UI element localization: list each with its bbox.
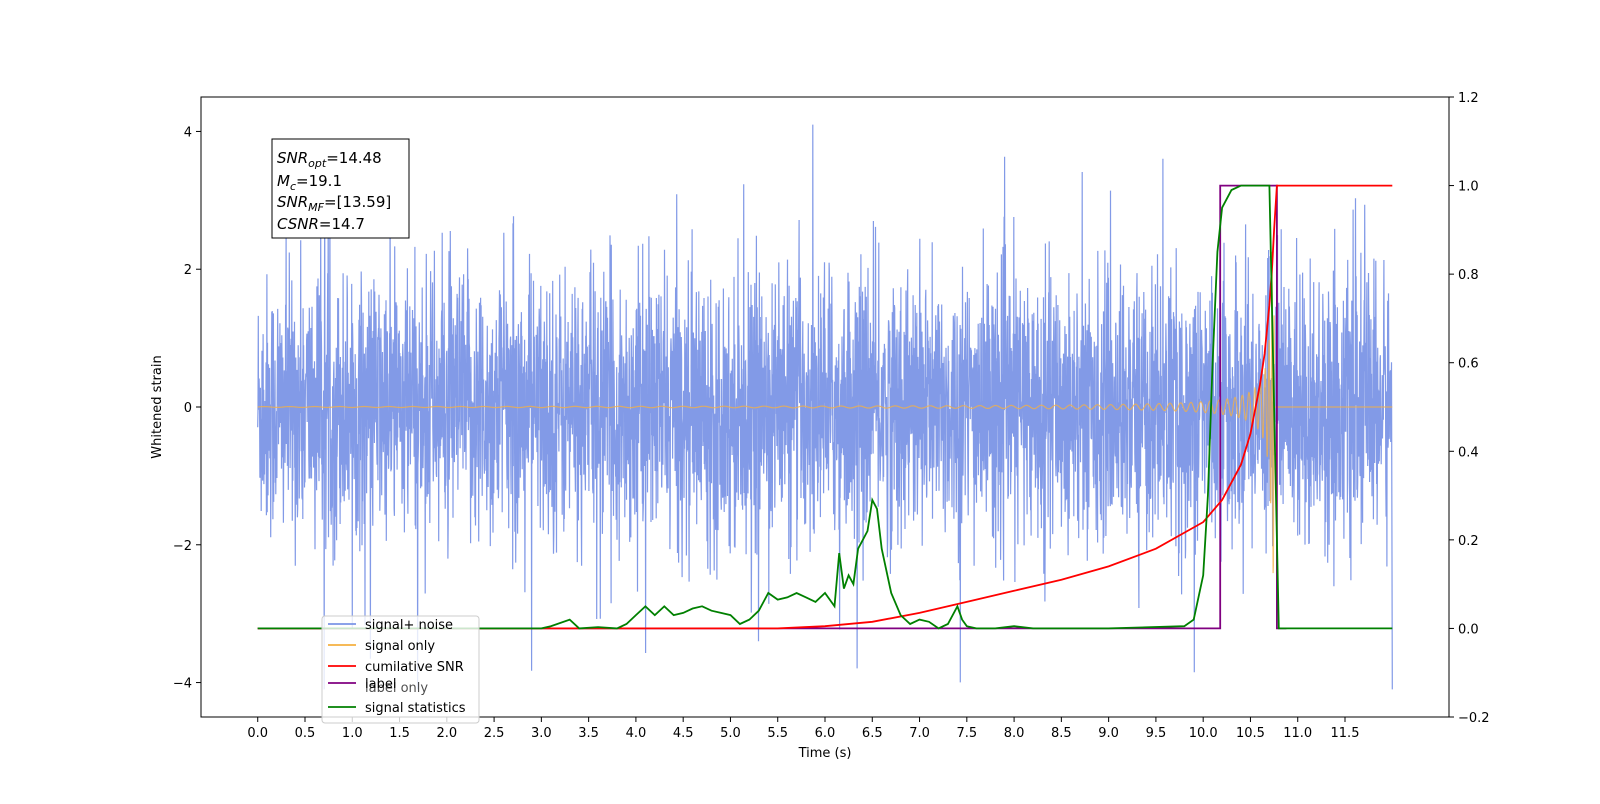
legend-label: signal+ noise <box>365 618 453 633</box>
x-tick-label: 7.5 <box>956 726 977 741</box>
x-tick-label: 9.0 <box>1098 726 1119 741</box>
x-tick-label: 2.0 <box>436 726 457 741</box>
x-tick-label: 6.0 <box>815 726 836 741</box>
series-layer <box>257 124 1393 690</box>
x-tick-label: 6.5 <box>862 726 883 741</box>
y-right-tick-label: 1.0 <box>1458 180 1479 195</box>
y-axis-label: Whitened strain <box>150 355 165 458</box>
x-tick-label: 1.5 <box>389 726 410 741</box>
x-tick-label: 0.0 <box>247 726 268 741</box>
x-tick-label: 0.5 <box>295 726 316 741</box>
series-signal-only <box>257 251 1393 574</box>
annotation-mc: Mc=19.1 <box>277 172 342 193</box>
x-tick-label: 5.0 <box>720 726 741 741</box>
legend-label: signal statistics <box>365 701 466 716</box>
x-tick-label: 11.0 <box>1283 726 1312 741</box>
y-tick-label: −2 <box>173 539 192 554</box>
x-tick-label: 11.5 <box>1331 726 1360 741</box>
y-right-tick-label: 0.8 <box>1458 268 1479 283</box>
y-tick-label: 0 <box>184 401 192 416</box>
x-tick-label: 2.5 <box>484 726 505 741</box>
series-signal-statistics <box>257 184 1393 630</box>
y-axis-left: −4 −2 0 2 4 <box>173 125 201 692</box>
x-tick-label: 3.5 <box>578 726 599 741</box>
x-tick-label: 10.5 <box>1236 726 1265 741</box>
series-cumulative-snr <box>257 184 1393 630</box>
x-tick-label: 5.5 <box>767 726 788 741</box>
y-right-tick-label: 0.2 <box>1458 534 1479 549</box>
y-tick-label: 4 <box>184 125 192 140</box>
annotation-csnr: CSNR=14.7 <box>277 215 365 233</box>
x-tick-label: 4.0 <box>626 726 647 741</box>
metrics-annotation: SNRopt=14.48 Mc=19.1 SNRMF=[13.59] CSNR=… <box>271 138 410 239</box>
x-tick-label: 7.0 <box>909 726 930 741</box>
annotation-box <box>271 138 410 239</box>
y-right-tick-label: 1.2 <box>1458 91 1479 106</box>
annotation-snr-mf: SNRMF=[13.59] <box>277 193 391 214</box>
x-axis: 0.0 0.5 1.0 1.5 2.0 2.5 3.0 3.5 4.0 4.5 5.0 5.5 6.0 6… <box>247 717 1359 741</box>
y-right-tick-label: 0.0 <box>1458 622 1479 637</box>
y-tick-label: −4 <box>173 677 192 692</box>
series-signal-plus-noise <box>257 124 1393 690</box>
x-tick-label: 8.5 <box>1051 726 1072 741</box>
legend-label: cumilative SNR <box>365 660 464 675</box>
y-tick-label: 2 <box>184 263 192 278</box>
y-right-tick-label: 0.4 <box>1458 445 1479 460</box>
legend-label: label <box>365 677 396 692</box>
y-right-tick-label: −0.2 <box>1458 711 1490 726</box>
x-tick-label: 1.0 <box>342 726 363 741</box>
x-tick-label: 10.0 <box>1189 726 1218 741</box>
x-axis-label: Time (s) <box>798 746 852 761</box>
y-axis-right: −0.2 0.0 0.2 0.4 0.6 0.8 1.0 1.2 <box>1449 91 1490 726</box>
x-tick-label: 3.0 <box>531 726 552 741</box>
x-tick-label: 4.5 <box>673 726 694 741</box>
x-tick-label: 9.5 <box>1146 726 1167 741</box>
legend-box <box>321 615 480 724</box>
annotation-snr-opt: SNRopt=14.48 <box>277 149 382 170</box>
y-right-tick-label: 0.6 <box>1458 357 1479 372</box>
legend-label: signal only <box>365 639 435 654</box>
legend-label-label-only: label only <box>365 681 428 696</box>
x-tick-label: 8.0 <box>1004 726 1025 741</box>
legend: signal+ noise signal only cumilative SNR la… <box>321 615 480 724</box>
